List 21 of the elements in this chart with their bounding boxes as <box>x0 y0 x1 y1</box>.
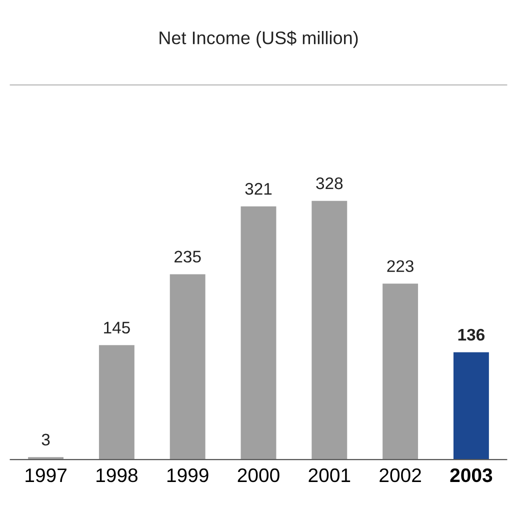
x-tick-label: 2001 <box>308 468 350 482</box>
bar <box>453 352 489 460</box>
x-tick-label: 2002 <box>380 468 421 482</box>
data-label: 136 <box>458 328 485 341</box>
bar <box>240 206 276 460</box>
data-label: 223 <box>387 260 414 272</box>
bar <box>382 284 418 460</box>
x-tick-label: 1997 <box>26 468 66 482</box>
data-label: 145 <box>104 322 130 334</box>
data-label: 328 <box>316 177 343 190</box>
x-tick-label: 1998 <box>96 468 138 482</box>
data-label: 321 <box>245 182 272 195</box>
data-label: 3 <box>42 434 50 446</box>
x-tick-label: 2000 <box>238 468 280 482</box>
bar <box>170 274 206 460</box>
data-label: 235 <box>174 250 201 263</box>
x-tick-label: 1999 <box>167 468 208 482</box>
x-tick-label: 2003 <box>450 468 492 482</box>
bar <box>312 200 348 460</box>
bar <box>98 345 134 460</box>
chart-title: Net Income (US$ million) <box>160 30 358 48</box>
